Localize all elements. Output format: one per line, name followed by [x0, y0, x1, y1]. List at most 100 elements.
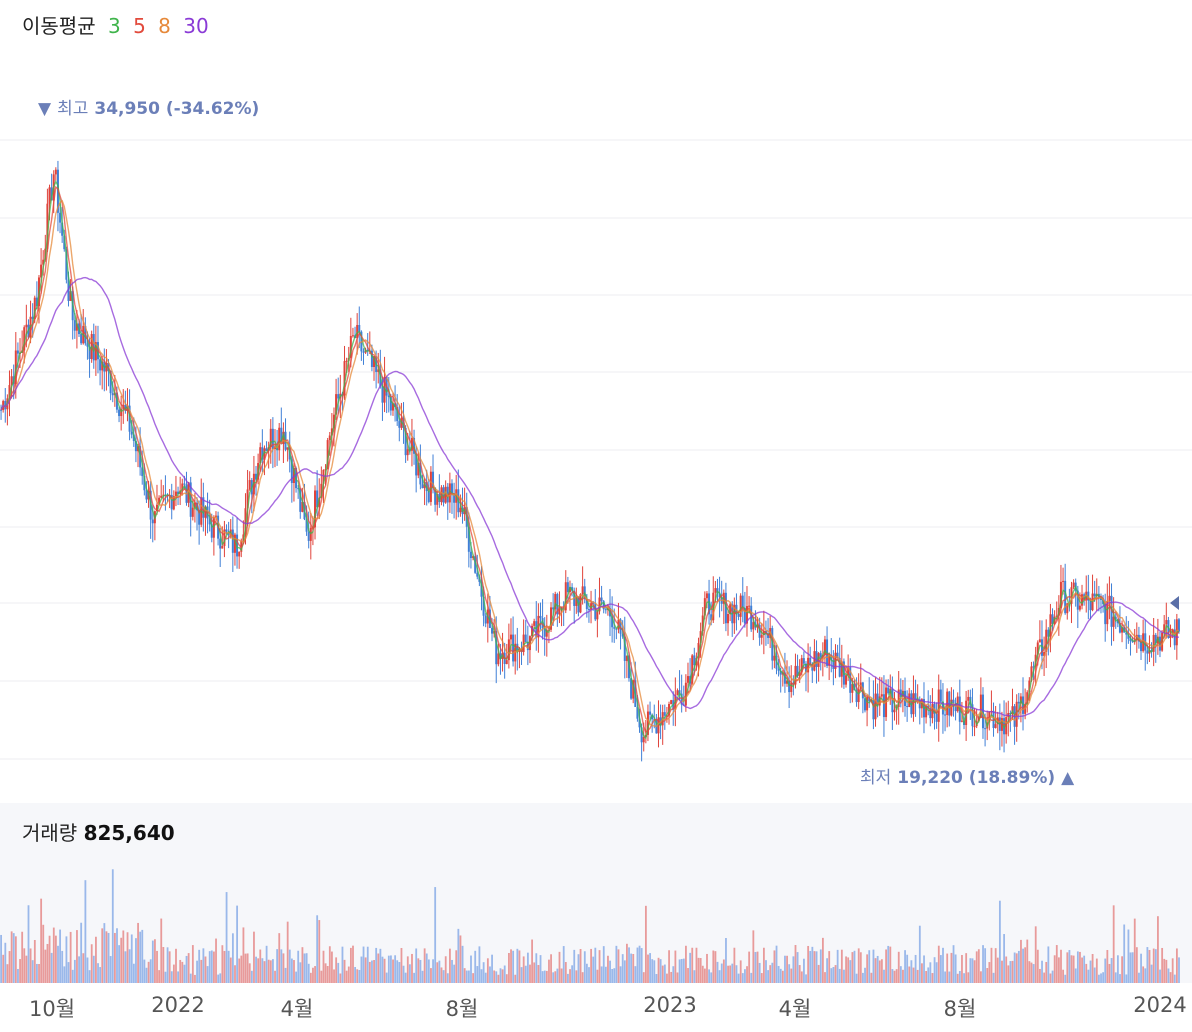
candle-body	[31, 316, 34, 319]
candle-body	[16, 350, 19, 354]
volume-bar	[1135, 947, 1138, 983]
x-tick-oct: 10월	[28, 997, 76, 1021]
candle-body	[309, 527, 312, 541]
volume-bar	[501, 969, 504, 983]
volume-bar	[800, 971, 803, 983]
volume-bar	[678, 959, 681, 983]
candle-body	[1043, 652, 1046, 656]
volume-bar	[375, 947, 378, 983]
volume-bar	[360, 956, 363, 983]
volume-bar	[8, 951, 11, 983]
volume-bar	[754, 952, 757, 983]
candle-body	[1177, 619, 1180, 632]
volume-bar	[746, 966, 748, 983]
candle-body	[786, 680, 789, 684]
volume-bar	[505, 974, 508, 983]
candle-body	[1062, 580, 1065, 582]
volume-bar	[535, 953, 538, 983]
volume-bar	[1066, 952, 1069, 983]
candle-body	[389, 397, 392, 411]
volume-bar	[682, 958, 685, 983]
candle-body	[1078, 605, 1081, 610]
volume-bar	[1083, 955, 1086, 983]
candle-body	[783, 672, 786, 684]
candle-body	[109, 370, 112, 394]
volume-bar	[322, 950, 325, 983]
volume-bar	[649, 953, 652, 983]
high-label: 최고	[57, 99, 89, 119]
candle-body	[1108, 595, 1111, 601]
volume-bar	[567, 973, 569, 983]
volume-bar	[1076, 951, 1079, 983]
candle-body	[705, 593, 708, 599]
volume-bar	[59, 929, 62, 983]
volume-bar	[385, 972, 388, 983]
volume-bar	[221, 945, 224, 983]
candle-body	[1118, 623, 1121, 633]
candle-body	[469, 551, 472, 559]
legend-ma30[interactable]: 30	[183, 14, 209, 38]
candle-body	[75, 323, 78, 331]
candle-body	[840, 661, 843, 677]
candle-body	[699, 631, 702, 643]
volume-bar	[573, 949, 576, 983]
volume-bar	[1157, 916, 1159, 983]
candle-body	[788, 680, 791, 693]
candle-body	[1017, 701, 1020, 704]
volume-bar	[436, 962, 439, 983]
candle-body	[813, 651, 816, 671]
volume-bar	[950, 952, 953, 983]
volume-bar	[467, 970, 470, 983]
candle-body	[198, 510, 201, 525]
candle-body	[752, 622, 755, 630]
candle-body	[326, 440, 329, 470]
candle-body	[73, 320, 76, 331]
volume-bar	[413, 972, 416, 983]
volume-bar	[286, 921, 289, 983]
volume-bar	[1005, 956, 1008, 983]
candle-body	[351, 335, 354, 337]
volume-bar	[575, 970, 578, 983]
candle-body	[979, 694, 982, 718]
candle-body	[10, 376, 13, 386]
volume-bar	[440, 967, 443, 983]
volume-bar	[710, 972, 713, 983]
candle-body	[269, 428, 272, 447]
candle-body	[585, 598, 588, 610]
volume-bar	[931, 973, 934, 983]
volume-bar	[417, 958, 420, 983]
volume-chart[interactable]	[0, 803, 1192, 983]
candle-body	[14, 350, 17, 384]
candle-body	[967, 696, 970, 701]
volume-bar	[537, 964, 540, 983]
volume-bar	[811, 946, 814, 983]
price-chart[interactable]	[0, 80, 1192, 780]
volume-bar	[699, 958, 702, 983]
volume-bar	[933, 957, 936, 983]
candle-body	[771, 628, 774, 661]
volume-bar	[402, 965, 405, 983]
volume-bar	[1163, 958, 1166, 983]
candle-body	[779, 670, 782, 675]
volume-bar	[444, 956, 447, 983]
volume-bar	[1036, 949, 1039, 983]
volume-bar	[786, 955, 788, 983]
candle-body	[676, 690, 679, 696]
candle-body	[914, 693, 917, 701]
volume-bar	[362, 946, 365, 983]
volume-bar	[288, 949, 291, 983]
volume-bar	[293, 960, 295, 983]
volume-bar	[463, 968, 466, 983]
legend-ma8[interactable]: 8	[158, 14, 171, 38]
volume-bar	[887, 945, 890, 983]
volume-bar	[244, 953, 247, 983]
candle-body	[0, 409, 3, 411]
legend-ma3[interactable]: 3	[107, 14, 121, 38]
volume-bar	[554, 971, 557, 983]
candle-body	[823, 639, 826, 655]
candle-body	[971, 704, 974, 727]
volume-bar	[265, 945, 268, 983]
legend-ma5[interactable]: 5	[133, 14, 146, 38]
volume-bar	[147, 961, 150, 983]
candle-body	[729, 604, 732, 614]
